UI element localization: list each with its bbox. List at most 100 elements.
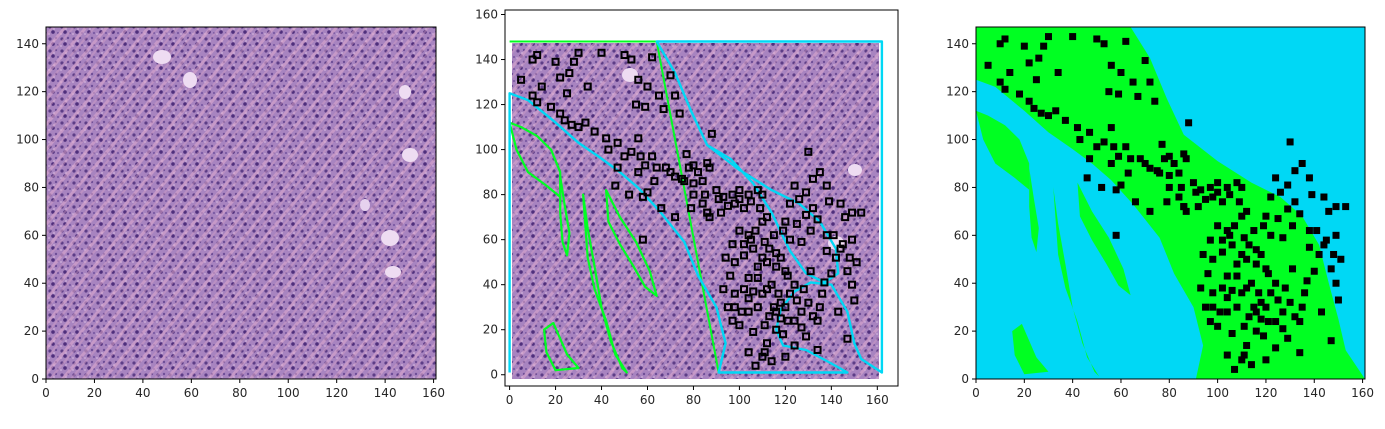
cell-point [1301, 289, 1309, 297]
cell-point [1310, 267, 1318, 275]
cell-point [1330, 250, 1338, 258]
vessel-highlight [153, 50, 171, 64]
cell-point [1291, 167, 1299, 175]
x-axis-ticks: 0 20 40 60 80 100 120 140 160 [42, 379, 445, 400]
cell-point [717, 208, 726, 217]
x-tick-label: 80 [1162, 386, 1177, 400]
x-tick-label: 80 [686, 393, 701, 407]
cell-point [1260, 332, 1268, 340]
cell-point [1158, 140, 1166, 148]
cell-point [1044, 33, 1052, 41]
y-tick-label: 20 [483, 323, 498, 337]
cell-point [1226, 191, 1234, 199]
cell-point [1069, 33, 1077, 41]
cell-point [776, 253, 785, 262]
axes-frame [504, 9, 899, 387]
cell-point [1218, 284, 1226, 292]
cell-point [1267, 231, 1275, 239]
cell-point [1165, 171, 1173, 179]
vessel-highlight [399, 85, 411, 99]
cell-point [1245, 313, 1253, 321]
cell-point [1260, 222, 1268, 230]
cell-point [1284, 205, 1292, 213]
cell-point [1110, 143, 1118, 151]
cell-point [1206, 183, 1214, 191]
cell-point [1141, 57, 1149, 65]
cell-point [1197, 186, 1205, 194]
cell-point [627, 147, 636, 156]
cell-point [763, 213, 771, 222]
cell-point [728, 240, 737, 249]
cell-point [857, 208, 866, 217]
cell-point [643, 188, 652, 197]
cell-point [818, 289, 827, 298]
cell-point [1257, 250, 1265, 258]
cell-point [790, 341, 799, 350]
cell-point [825, 197, 834, 206]
cell-point [1272, 279, 1280, 287]
cell-point [804, 147, 813, 156]
cell-point [1020, 42, 1028, 50]
cell-point [1308, 191, 1316, 199]
cell-point [654, 91, 663, 100]
cell-point [1305, 174, 1313, 182]
cell-point [1279, 325, 1287, 333]
vessel-highlight [183, 72, 197, 88]
cell-point [1025, 59, 1033, 67]
cell-point [528, 91, 537, 100]
x-axis-ticks: 0 20 40 60 80 100 120 140 160 [506, 386, 889, 407]
cell-point [1264, 318, 1272, 326]
cell-point [613, 138, 622, 147]
cell-point [1243, 255, 1251, 263]
cell-point [533, 98, 542, 107]
points-group [984, 33, 1350, 373]
cell-point [1327, 337, 1335, 345]
cell-point [1291, 198, 1299, 206]
cell-point [537, 82, 546, 91]
cell-point [1305, 243, 1313, 251]
cell-point [740, 204, 749, 213]
cell-point [1243, 341, 1251, 349]
cell-point [1252, 246, 1260, 254]
x-tick-label: 120 [325, 386, 348, 400]
cell-point [767, 357, 776, 366]
cell-point [1044, 112, 1052, 120]
cell-point [813, 215, 822, 224]
cell-point [1327, 265, 1335, 273]
cell-point [836, 244, 845, 253]
cell-point [744, 273, 753, 282]
cell-point [735, 226, 744, 235]
cell-point [1255, 289, 1263, 297]
vessel-highlight [381, 230, 399, 246]
vessel-highlight [360, 199, 370, 211]
cell-point [1015, 90, 1023, 98]
x-axis-ticks: 0 20 40 60 80 100 120 140 160 [972, 379, 1374, 400]
cell-point [1189, 179, 1197, 187]
cell-point [574, 48, 583, 57]
cell-point [843, 334, 852, 343]
cell-point [1107, 61, 1115, 69]
he-image [512, 43, 879, 379]
cell-point [1286, 138, 1294, 146]
cell-point [1228, 286, 1236, 294]
cell-point [560, 116, 569, 125]
cell-point [1252, 260, 1260, 268]
cell-point [1320, 241, 1328, 249]
x-tick-label: 60 [184, 386, 199, 400]
cell-point [638, 235, 647, 244]
x-tick-label: 140 [820, 393, 843, 407]
cell-point [1209, 193, 1217, 201]
cell-point [1107, 159, 1115, 167]
cell-point [1272, 344, 1280, 352]
cell-point [781, 303, 790, 312]
cell-point [790, 316, 799, 325]
cell-point [703, 208, 712, 217]
cell-point [772, 249, 781, 258]
y-tick-label: 60 [24, 228, 39, 242]
cell-point [1303, 277, 1311, 285]
cell-point [650, 177, 659, 186]
y-tick-label: 100 [946, 133, 969, 147]
cell-point [1146, 78, 1154, 86]
y-tick-label: 100 [16, 133, 39, 147]
cell-point [1156, 169, 1164, 177]
